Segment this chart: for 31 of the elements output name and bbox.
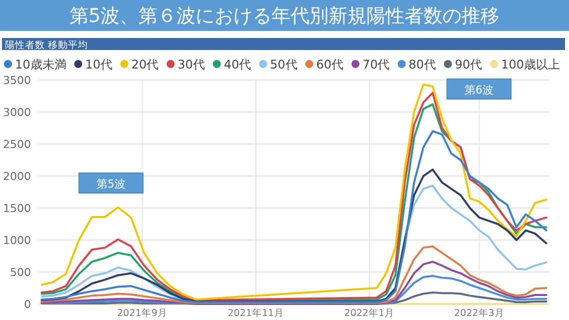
x-tick-label: 2021年11月 [228, 307, 284, 319]
legend-label: 30代 [178, 58, 205, 72]
y-tick-label: 2000 [3, 170, 31, 183]
chart-title: 第5波、第６波における年代別新規陽性者数の推移 [69, 5, 500, 27]
y-tick-label: 3500 [3, 74, 31, 87]
y-tick-label: 1000 [3, 234, 31, 247]
annotation: 第5波 [78, 172, 144, 194]
legend-label: 10代 [85, 58, 112, 72]
legend-label: 90代 [454, 58, 482, 72]
y-tick-label: 2500 [3, 138, 31, 151]
y-tick-label: 500 [10, 266, 31, 279]
legend-label: 80代 [408, 58, 436, 72]
annotation: 第6波 [464, 84, 494, 96]
x-tick-label: 2022年1月 [344, 307, 395, 319]
x-tick-label: 2021年9月 [117, 307, 168, 319]
legend-label: 60代 [316, 58, 344, 72]
y-tick-label: 1500 [3, 202, 31, 215]
legend-label: 100歳以上 [501, 58, 560, 72]
annotation: 第5波 [96, 178, 126, 190]
legend-label: 20代 [131, 58, 159, 72]
legend-label: 70代 [362, 58, 390, 72]
legend-label: 40代 [224, 58, 252, 72]
y-tick-label: 3000 [3, 106, 31, 119]
y-tick-label: 0 [24, 298, 31, 311]
legend-label: 50代 [270, 58, 298, 72]
chart-subtitle: 陽性者数 移動平均 [5, 39, 88, 51]
x-tick-label: 2022年3月 [454, 307, 504, 319]
title: 第5波、第６波における年代別新規陽性者数の推移 [0, 0, 569, 31]
legend-label: 10歳未満 [15, 58, 66, 72]
annotation: 第6波 [446, 78, 512, 100]
subtitle: 陽性者数 移動平均 [2, 38, 565, 51]
